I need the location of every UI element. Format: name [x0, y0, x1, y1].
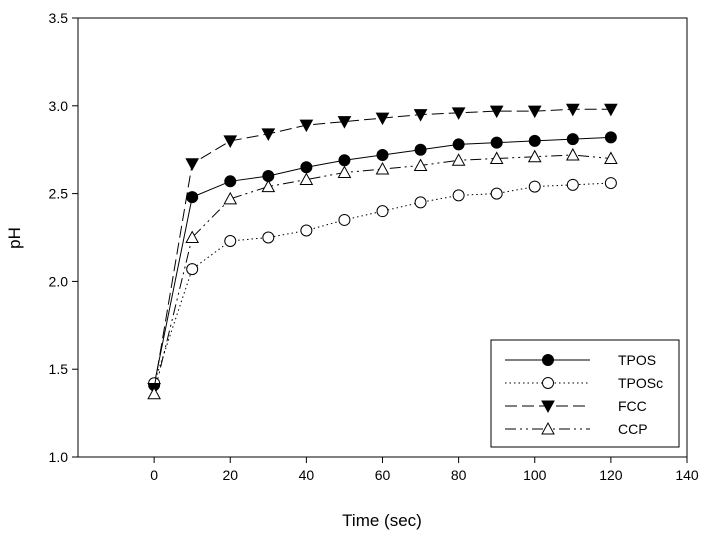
x-tick-label: 40 — [299, 467, 315, 483]
y-tick-label: 1.5 — [49, 361, 69, 377]
legend-box — [490, 339, 680, 448]
data-point-tposc — [338, 213, 351, 226]
y-axis-title: pH — [5, 227, 24, 249]
y-tick-label: 3.5 — [49, 10, 69, 26]
data-point-fcc — [604, 103, 618, 117]
data-point-tpos — [224, 175, 237, 188]
data-point-ccp — [147, 386, 161, 400]
data-point-ccp — [413, 158, 428, 172]
data-point-fcc — [413, 109, 428, 122]
x-tick-label: 20 — [222, 467, 238, 483]
y-tick-label: 1.0 — [49, 449, 69, 465]
data-point-ccp — [604, 151, 618, 164]
series-fcc — [147, 103, 618, 396]
data-point-ccp — [223, 191, 238, 205]
data-point-ccp — [565, 147, 580, 161]
data-point-ccp — [489, 151, 504, 164]
data-point-tposc — [604, 177, 617, 190]
data-point-fcc — [451, 107, 466, 120]
x-tick-label: 0 — [150, 467, 158, 483]
data-point-tposc — [376, 205, 389, 218]
data-point-ccp — [337, 165, 352, 179]
data-point-tpos — [452, 138, 465, 151]
y-tick-label: 2.5 — [49, 186, 69, 202]
legend-label-tposc: TPOSc — [618, 375, 663, 391]
data-point-tposc — [490, 187, 503, 200]
series-layer — [147, 103, 618, 400]
data-point-tpos — [376, 148, 389, 161]
data-point-tposc — [452, 189, 465, 202]
data-point-fcc — [565, 103, 580, 117]
legend-label-fcc: FCC — [618, 398, 647, 414]
data-point-tpos — [300, 161, 313, 174]
x-axis-ticks: 0 20 40 60 80 100 120 140 — [150, 457, 699, 483]
legend-marker-tposc — [542, 377, 554, 389]
data-point-tpos — [528, 134, 541, 147]
data-point-tpos — [604, 131, 617, 144]
legend-marker-tpos — [542, 354, 554, 366]
x-tick-label: 60 — [375, 467, 391, 483]
legend-label-tpos: TPOS — [618, 352, 656, 368]
data-point-tposc — [528, 180, 541, 193]
legend: TPOS TPOSc FCC CCP — [490, 339, 680, 448]
data-point-fcc — [489, 105, 504, 119]
data-point-fcc — [261, 128, 276, 141]
data-point-fcc — [527, 105, 542, 119]
legend-label-ccp: CCP — [618, 421, 648, 437]
data-point-tposc — [414, 196, 427, 209]
y-axis-ticks: 1.0 1.5 2.0 2.5 3.0 3.5 — [49, 10, 78, 465]
data-point-tpos — [490, 136, 503, 149]
y-tick-label: 2.0 — [49, 273, 69, 289]
y-tick-label: 3.0 — [49, 98, 69, 114]
data-point-tposc — [566, 178, 579, 191]
data-point-tposc — [224, 235, 237, 248]
data-point-fcc — [185, 158, 200, 171]
data-point-fcc — [299, 119, 314, 133]
x-tick-label: 80 — [451, 467, 467, 483]
data-point-ccp — [299, 172, 314, 186]
x-tick-label: 140 — [675, 467, 699, 483]
data-point-ccp — [451, 153, 466, 166]
data-point-tpos — [338, 154, 351, 167]
x-axis-title: Time (sec) — [342, 511, 422, 530]
x-tick-label: 100 — [523, 467, 547, 483]
data-point-tpos — [414, 143, 427, 156]
data-point-tpos — [186, 191, 199, 204]
data-point-fcc — [375, 112, 390, 126]
data-point-ccp — [527, 149, 542, 163]
data-point-fcc — [223, 135, 238, 148]
data-point-ccp — [375, 161, 390, 175]
series-tposc — [148, 177, 617, 390]
data-point-tposc — [300, 224, 313, 237]
data-point-tposc — [262, 231, 275, 244]
data-point-ccp — [261, 179, 276, 193]
data-point-tposc — [186, 263, 199, 276]
legend-marker-ccp — [541, 421, 555, 435]
x-tick-label: 120 — [599, 467, 623, 483]
data-point-ccp — [185, 230, 200, 243]
data-point-tpos — [566, 133, 579, 146]
series-ccp — [147, 147, 618, 400]
data-point-fcc — [337, 116, 352, 129]
legend-marker-fcc — [541, 400, 555, 414]
